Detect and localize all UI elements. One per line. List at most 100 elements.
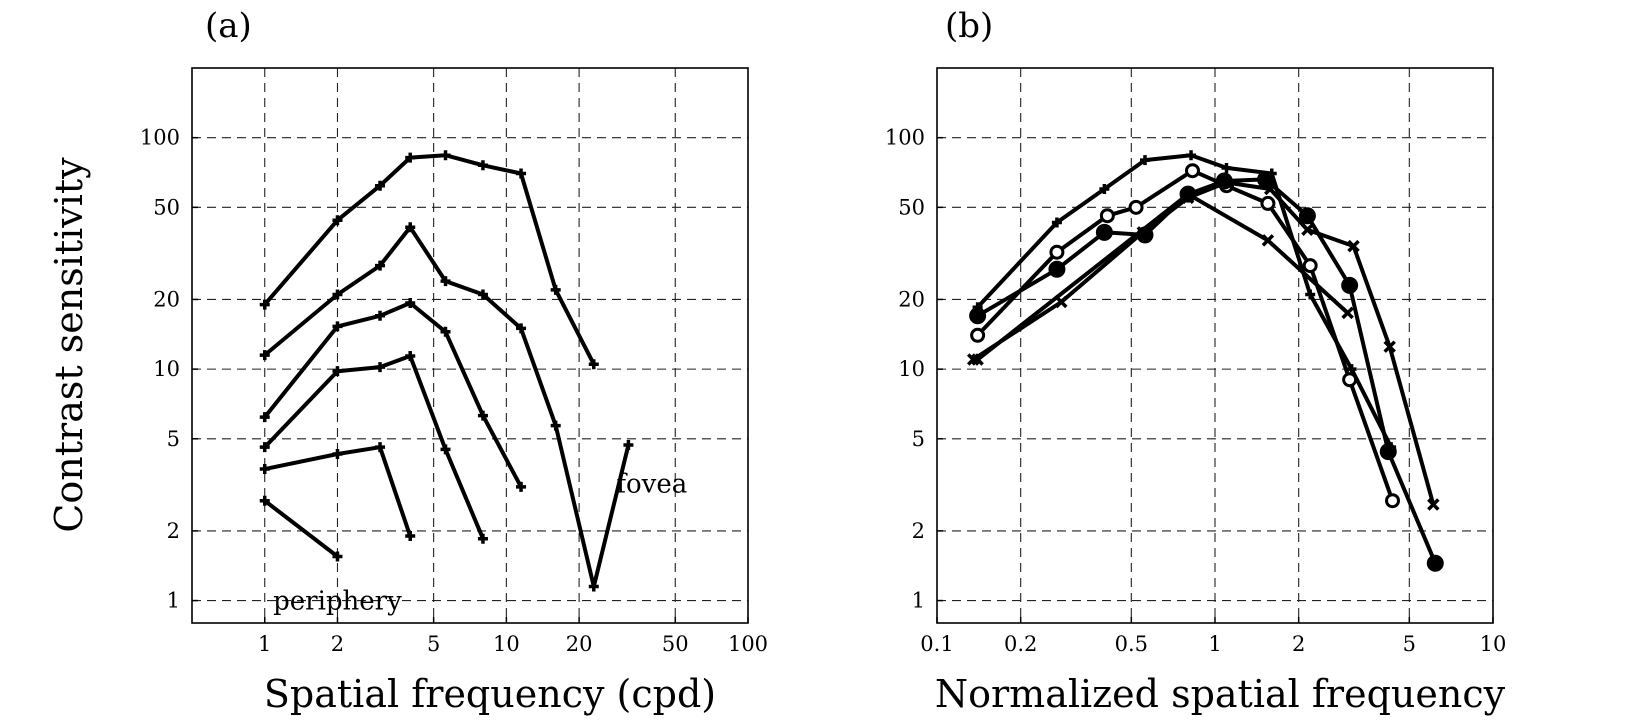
data-point [1220, 176, 1233, 189]
y-tick-label: 5 [912, 427, 925, 451]
data-point [1140, 155, 1150, 166]
data-point [477, 160, 488, 171]
data-point [332, 366, 343, 377]
y-axis-label: Contrast sensitivity [47, 157, 91, 533]
data-point [1261, 234, 1275, 247]
data-point [405, 222, 416, 233]
data-point [1347, 239, 1360, 253]
series-2 [970, 163, 1400, 509]
series-6 [259, 495, 343, 562]
data-point [332, 289, 343, 300]
data-point [440, 276, 451, 287]
y-tick-label: 20 [898, 287, 925, 311]
data-point [259, 495, 270, 506]
data-point [516, 323, 527, 334]
data-point [1051, 217, 1062, 228]
x-axis-label: Spatial frequency (cpd) [264, 672, 716, 716]
data-point [332, 321, 343, 332]
x-tick-label: 0.5 [1115, 632, 1148, 656]
series-2 [259, 222, 634, 592]
y-tick-label: 1 [912, 589, 925, 613]
y-tick-label: 50 [898, 195, 925, 219]
data-point [588, 359, 599, 370]
data-point [259, 442, 270, 453]
y-tick-label: 20 [153, 287, 180, 311]
data-point [1301, 223, 1314, 237]
data-point [1181, 187, 1195, 201]
data-point [1128, 199, 1144, 215]
data-point [1221, 162, 1232, 173]
panel-b: 0.1 0.2 0.5 1 2 5 10 1 2 5 10 20 50 100 (b) Normalized … [885, 6, 1506, 716]
panel-a: 1 2 5 10 20 50 100 1 2 5 10 20 50 100 (a) Spatial frequ… [47, 6, 768, 716]
data-point [405, 152, 416, 163]
data-point [375, 310, 386, 321]
data-point [259, 464, 270, 475]
data-point [259, 299, 270, 310]
series-5 [971, 187, 1354, 366]
panel-label: (b) [945, 6, 993, 46]
y-tick-label: 10 [898, 357, 925, 381]
data-point [259, 350, 270, 361]
x-tick-label: 5 [427, 632, 440, 656]
data-point [405, 350, 416, 361]
data-point [332, 215, 343, 226]
x-tick-label: 0.1 [920, 632, 953, 656]
data-point [332, 551, 343, 562]
x-tick-label: 50 [662, 632, 689, 656]
data-point [1099, 208, 1115, 224]
y-tick-label: 10 [153, 357, 180, 381]
data-point [969, 307, 987, 325]
data-point [1379, 443, 1397, 461]
series-line [975, 192, 1350, 362]
series-line [975, 153, 1394, 450]
data-point [332, 448, 343, 459]
data-point [1383, 340, 1396, 353]
y-tick-label: 2 [167, 519, 180, 543]
series-line [262, 225, 631, 589]
data-point [375, 180, 386, 191]
data-point [1342, 372, 1358, 388]
series-1 [259, 150, 599, 370]
series-line [262, 445, 413, 539]
data-point [1095, 223, 1113, 241]
data-point [405, 298, 416, 309]
series-3 [259, 298, 527, 492]
x-tick-label: 2 [1292, 632, 1305, 656]
x-tick-label: 10 [1480, 632, 1507, 656]
series-line [262, 498, 340, 559]
panel-label: (a) [205, 6, 252, 46]
data-point [1341, 276, 1359, 294]
y-tick-label: 5 [167, 427, 180, 451]
data-point [588, 581, 599, 592]
data-point [440, 150, 451, 161]
y-tick-label: 100 [140, 126, 180, 150]
series-line [971, 180, 1436, 507]
data-point [259, 412, 270, 423]
data-point [1049, 244, 1065, 260]
plot-frame [191, 67, 749, 624]
data-point [477, 289, 488, 300]
x-tick-label: 1 [258, 632, 271, 656]
annotation-fovea: fovea [616, 470, 687, 500]
x-axis-label: Normalized spatial frequency [935, 672, 1506, 716]
data-point [550, 420, 561, 431]
data-point [1099, 184, 1110, 195]
data-point [623, 440, 634, 451]
x-tick-label: 100 [728, 632, 768, 656]
data-point [1341, 306, 1354, 320]
data-point [440, 444, 451, 455]
x-tick-label: 5 [1403, 632, 1416, 656]
series-line [262, 354, 485, 541]
series-line [975, 168, 1395, 503]
x-tick-label: 1 [1208, 632, 1221, 656]
x-tick-label: 2 [331, 632, 344, 656]
data-point [1427, 498, 1440, 511]
data-point [1260, 195, 1276, 211]
x-tick-label: 20 [566, 632, 593, 656]
data-point [970, 327, 986, 343]
data-point [550, 284, 561, 295]
annotation-periphery: periphery [273, 587, 402, 617]
data-point [971, 353, 984, 366]
data-point [375, 260, 386, 271]
data-point [1302, 258, 1318, 274]
